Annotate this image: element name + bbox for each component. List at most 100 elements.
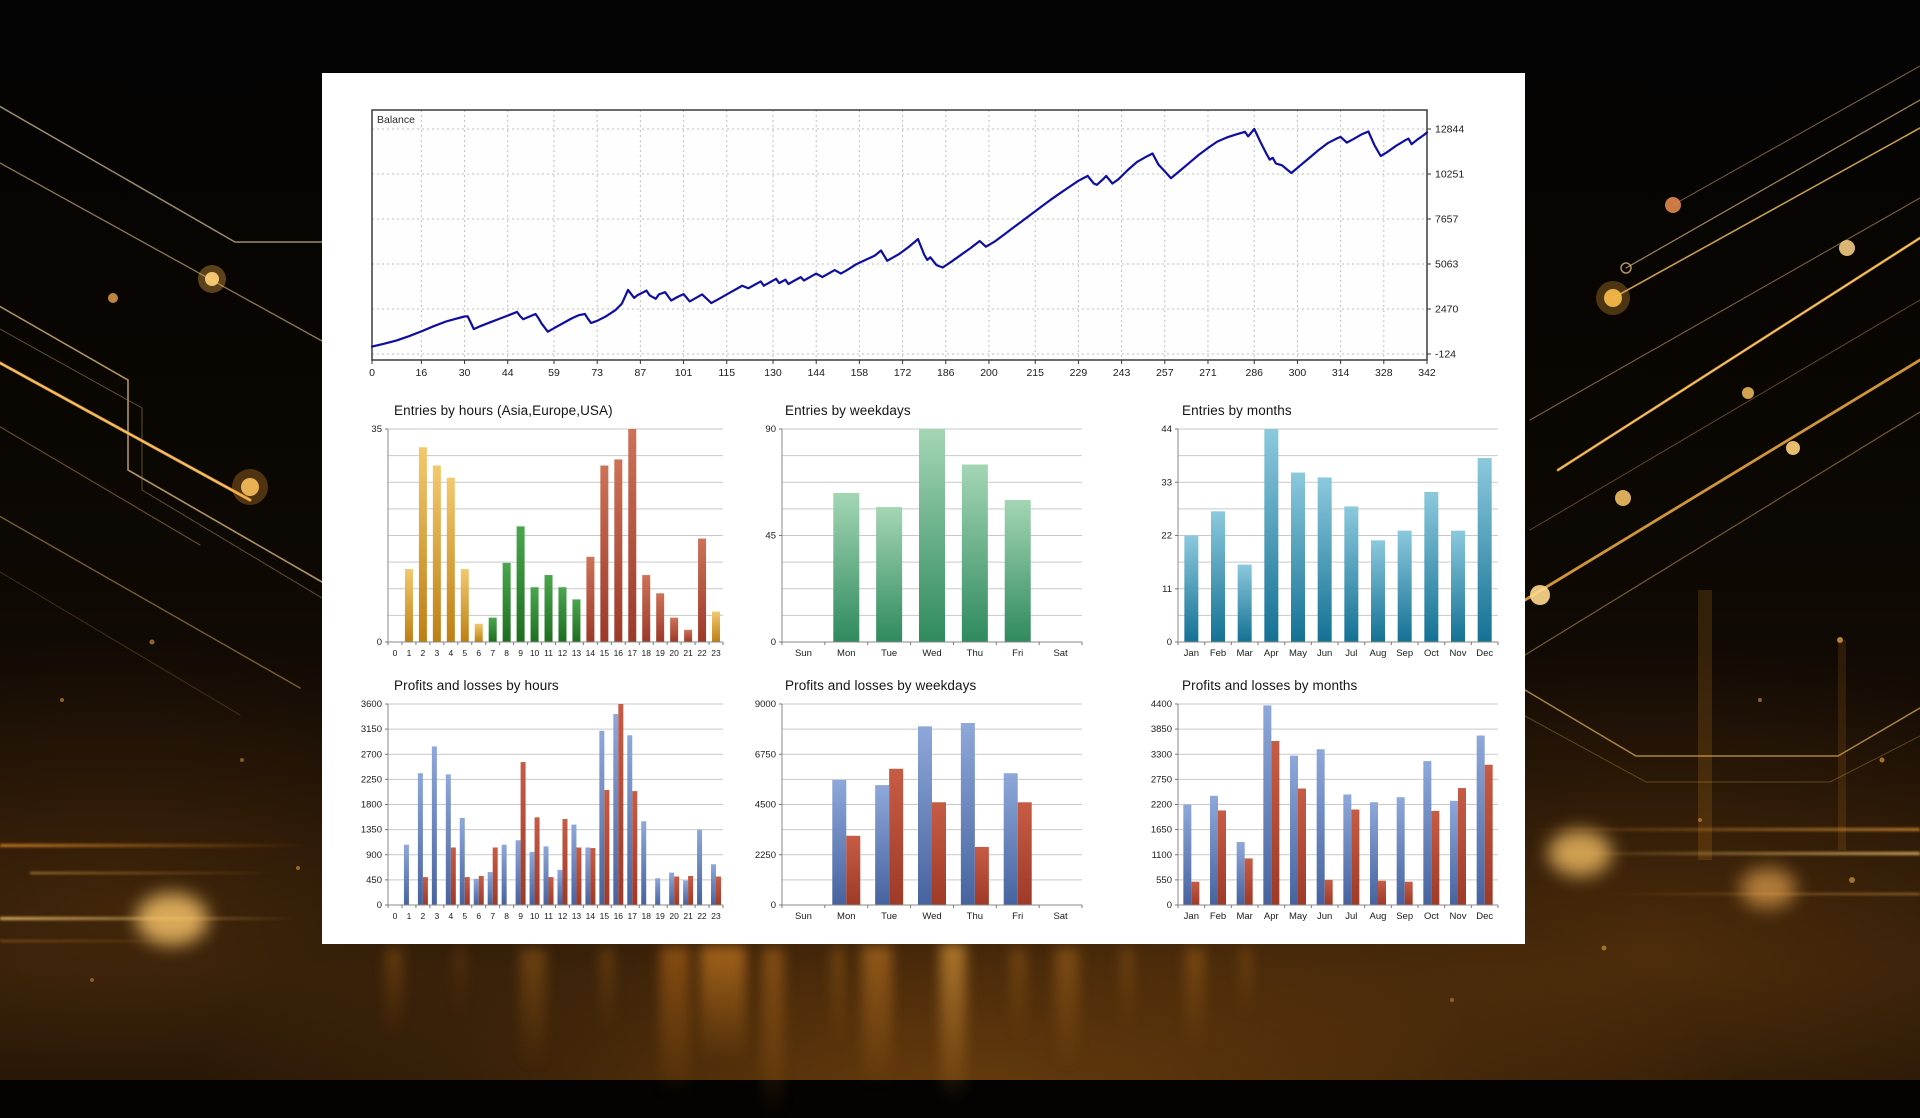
bar-pl_hours-23-losses [716, 876, 722, 905]
svg-text:4400: 4400 [1151, 699, 1172, 710]
svg-text:6750: 6750 [755, 749, 776, 760]
svg-text:Sat: Sat [1053, 648, 1068, 659]
bar-chart-pl-weekdays: Sun Mon Tue Wed Thu Fri Sat 0 2250 4500 6750 9000 [755, 699, 1083, 922]
svg-text:550: 550 [1156, 875, 1172, 886]
bar-pl_hours-20-profits [669, 872, 675, 905]
bar-pl_months-Jun-losses [1324, 879, 1333, 905]
chart-title-entries-months: Entries by months [1182, 403, 1292, 418]
bar-entries_months-Dec [1477, 458, 1492, 642]
bar-pl_months-May-losses [1298, 788, 1306, 905]
svg-text:16: 16 [614, 648, 624, 658]
bar-entries_hours-13 [572, 599, 581, 642]
svg-text:Dec: Dec [1476, 911, 1493, 922]
bar-pl_hours-4-profits [445, 774, 451, 905]
bar-entries_months-Mar [1237, 564, 1252, 642]
svg-text:257: 257 [1156, 367, 1174, 379]
svg-text:Jun: Jun [1317, 911, 1332, 922]
bar-pl_hours-21-profits [683, 880, 689, 905]
svg-text:18: 18 [641, 911, 651, 921]
svg-text:Jul: Jul [1345, 911, 1357, 922]
bar-pl_hours-12-losses [562, 819, 568, 905]
bar-entries_hours-21 [684, 629, 693, 642]
entries_months-plot-group: Jan Feb Mar Apr May Jun Jul Aug Sep Oct Nov Dec 0 11 2… [1161, 424, 1499, 659]
bar-pl_hours-16-profits [613, 714, 619, 905]
svg-text:2750: 2750 [1151, 774, 1172, 785]
balance-series-label: Balance [377, 114, 415, 126]
svg-text:44: 44 [502, 367, 514, 379]
bar-pl_hours-21-losses [688, 875, 694, 905]
bar-pl_hours-8-profits [501, 844, 507, 905]
bar-entries_months-Oct [1424, 491, 1439, 642]
svg-text:5: 5 [462, 648, 467, 658]
bar-pl_months-Jul-losses [1351, 809, 1360, 905]
bar-entries_months-Jul [1344, 506, 1359, 642]
bar-chart-entries-weekdays: Sun Mon Tue Wed Thu Fri Sat 0 45 90 [765, 424, 1083, 659]
svg-text:45: 45 [765, 531, 776, 542]
svg-text:9: 9 [518, 911, 523, 921]
bar-entries_months-Nov [1451, 530, 1465, 642]
svg-text:5: 5 [462, 911, 467, 921]
svg-text:16: 16 [614, 911, 624, 921]
svg-text:243: 243 [1113, 367, 1131, 379]
reflection-shaft [700, 946, 746, 1061]
bar-pl_months-Oct-losses [1431, 810, 1440, 905]
bar-pl_months-Feb-losses [1218, 810, 1226, 905]
svg-text:Jan: Jan [1184, 648, 1199, 659]
svg-text:115: 115 [718, 367, 735, 379]
svg-text:286: 286 [1245, 367, 1263, 379]
bar-pl_weekdays-Tue-losses [889, 768, 904, 905]
floor-streak-left-2 [30, 872, 280, 874]
bar-pl_months-Jun-profits [1316, 749, 1325, 905]
bar-pl_hours-15-profits [599, 730, 605, 905]
bar-pl_months-Feb-profits [1210, 795, 1218, 905]
svg-text:9: 9 [518, 648, 523, 658]
bar-pl_months-Dec-losses [1484, 764, 1493, 905]
bar-chart-pl-months: Jan Feb Mar Apr May Jun Jul Aug Sep Oct Nov Dec 0 550… [1151, 699, 1499, 922]
svg-text:59: 59 [548, 367, 560, 379]
svg-text:Oct: Oct [1424, 648, 1439, 659]
svg-text:101: 101 [675, 367, 693, 379]
balance-line [370, 127, 1429, 348]
bar-pl_hours-3-profits [431, 746, 437, 905]
entries_weekdays-plot-group: Sun Mon Tue Wed Thu Fri Sat 0 45 90 [765, 424, 1083, 659]
bar-entries_hours-14 [586, 556, 595, 642]
svg-text:3850: 3850 [1151, 724, 1172, 735]
svg-text:22: 22 [697, 911, 707, 921]
bar-entries_weekdays-Thu [961, 464, 988, 642]
bar-pl_weekdays-Wed-losses [932, 802, 946, 905]
bar-pl_hours-10-profits [529, 851, 535, 905]
floor-glow-left [136, 893, 208, 945]
svg-text:13: 13 [572, 911, 582, 921]
bar-entries_weekdays-Tue [876, 507, 903, 642]
svg-text:2200: 2200 [1151, 800, 1172, 811]
balance-chart-plot: 12844 10251 7657 5063 2470 -124 0 16 30 44 59 73 87 1… [369, 109, 1464, 379]
reflection-shaft [385, 948, 403, 1038]
bar-pl_months-Apr-profits [1263, 705, 1272, 905]
bar-pl_weekdays-Thu-profits [960, 722, 975, 905]
svg-text:0: 0 [771, 637, 776, 648]
bar-entries_hours-22 [698, 538, 707, 642]
bar-entries_hours-9 [516, 526, 525, 642]
bar-pl_hours-5-losses [464, 877, 470, 905]
bar-pl_months-Apr-losses [1271, 741, 1280, 905]
svg-text:8: 8 [504, 911, 509, 921]
svg-text:271: 271 [1199, 367, 1217, 379]
svg-text:Feb: Feb [1210, 911, 1226, 922]
bar-chart-entries-months: Jan Feb Mar Apr May Jun Jul Aug Sep Oct Nov Dec 0 11 2… [1161, 424, 1499, 659]
svg-text:Mar: Mar [1236, 911, 1252, 922]
svg-text:20: 20 [669, 648, 679, 658]
circuit-right [1523, 65, 1920, 783]
bar-entries_weekdays-Wed [919, 429, 945, 642]
bar-pl_weekdays-Mon-losses [846, 835, 861, 905]
bar-pl_hours-11-profits [543, 846, 549, 905]
bar-pl_months-Dec-profits [1476, 735, 1485, 905]
svg-text:3150: 3150 [361, 724, 382, 735]
bar-pl_months-Nov-profits [1450, 800, 1458, 905]
bar-pl_months-May-profits [1290, 755, 1298, 905]
svg-text:1350: 1350 [361, 825, 382, 836]
svg-text:0: 0 [369, 367, 375, 379]
bar-pl_hours-4-losses [450, 847, 456, 905]
svg-text:3600: 3600 [361, 699, 382, 710]
svg-text:10251: 10251 [1435, 168, 1464, 180]
svg-text:0: 0 [1167, 637, 1172, 648]
